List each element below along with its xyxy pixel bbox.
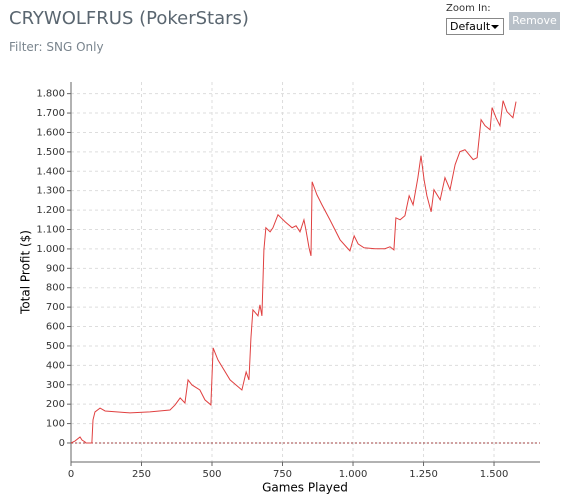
x-tick-label: 750 — [273, 469, 292, 480]
y-tick-label: 100 — [46, 419, 65, 430]
y-tick-label: 200 — [46, 399, 65, 410]
plot-area — [71, 82, 540, 462]
y-tick-label: 1.300 — [36, 186, 65, 197]
y-tick-label: 900 — [46, 263, 65, 274]
y-tick-label: 800 — [46, 283, 65, 294]
y-tick-label: 0 — [59, 438, 65, 449]
zoom-option: Default — [450, 20, 491, 33]
y-tick-label: 1.500 — [36, 147, 65, 158]
y-axis-title: Total Profit ($) — [19, 230, 33, 315]
y-tick-label: 1.700 — [36, 108, 65, 119]
page-title: CRYWOLFRUS (PokerStars) — [9, 8, 249, 29]
y-tick-label: 1.600 — [36, 127, 65, 138]
x-tick-label: 1.250 — [409, 469, 438, 480]
x-tick-label: 1.500 — [480, 469, 509, 480]
y-tick-label: 1.800 — [36, 89, 65, 100]
zoom-label: Zoom In: — [446, 3, 491, 14]
y-tick-label: 1.000 — [36, 244, 65, 255]
y-tick-label: 300 — [46, 380, 65, 391]
x-tick-label: 0 — [68, 469, 74, 480]
y-tick-label: 1.400 — [36, 166, 65, 177]
x-tick-label: 250 — [132, 469, 151, 480]
y-tick-label: 400 — [46, 360, 65, 371]
dropdown-arrow — [491, 25, 499, 29]
y-tick-label: 1.200 — [36, 205, 65, 216]
x-axis-title: Games Played — [262, 481, 348, 495]
filter-label: Filter: SNG Only — [9, 40, 104, 54]
y-tick-label: 600 — [46, 322, 65, 333]
y-tick-label: 1.100 — [36, 224, 65, 235]
x-tick-label: 1.000 — [339, 469, 368, 480]
profit-line — [70, 100, 517, 444]
x-tick-label: 500 — [202, 469, 221, 480]
y-tick-label: 700 — [46, 302, 65, 313]
zoom-select[interactable]: Default — [446, 18, 504, 35]
remove-button[interactable]: Remove — [509, 12, 560, 30]
y-tick-label: 500 — [46, 341, 65, 352]
